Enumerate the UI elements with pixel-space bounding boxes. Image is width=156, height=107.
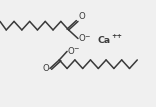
- Text: O: O: [68, 47, 75, 56]
- Text: Ca: Ca: [98, 36, 111, 45]
- Text: −: −: [74, 46, 79, 52]
- Text: O: O: [79, 12, 85, 21]
- Text: O: O: [42, 64, 49, 73]
- Text: O: O: [79, 34, 85, 43]
- Text: ++: ++: [112, 33, 123, 39]
- Text: −: −: [85, 34, 90, 40]
